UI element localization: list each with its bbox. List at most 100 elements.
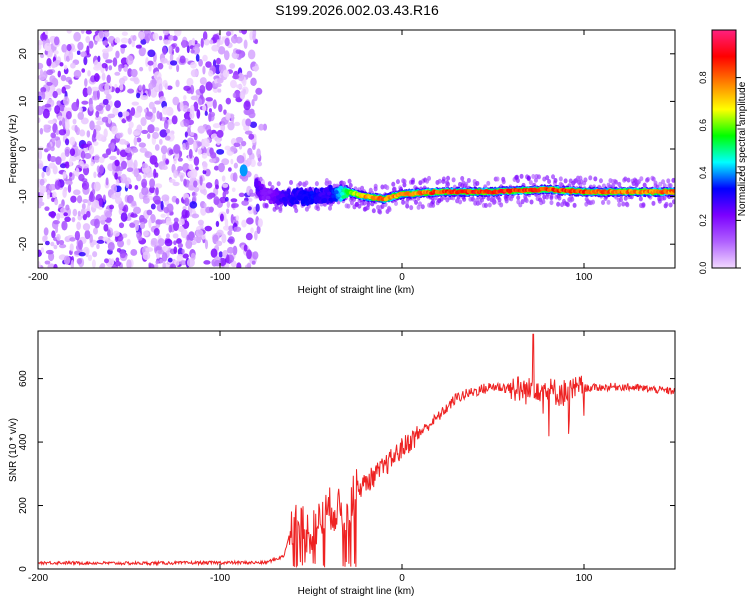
heatmap-cell bbox=[205, 97, 214, 102]
snr-y-tick-label: 200 bbox=[18, 497, 29, 514]
heatmap-cell bbox=[168, 64, 173, 70]
heatmap-cell bbox=[112, 57, 118, 67]
heatmap-cell bbox=[102, 236, 109, 242]
heatmap-cell bbox=[74, 124, 78, 133]
heatmap-cell bbox=[103, 224, 109, 232]
heatmap-cell bbox=[80, 143, 89, 149]
heatmap-cell bbox=[96, 89, 100, 100]
heatmap-cell bbox=[193, 236, 200, 242]
heatmap-cell bbox=[74, 230, 81, 241]
heatmap-cell bbox=[148, 64, 152, 72]
heatmap-cell bbox=[96, 243, 100, 250]
heatmap-cell bbox=[299, 190, 304, 195]
heatmap-cell bbox=[246, 157, 252, 167]
heatmap-cell bbox=[114, 159, 120, 167]
heatmap-cell bbox=[206, 129, 213, 136]
heatmap-cell bbox=[131, 101, 140, 106]
heatmap-cell bbox=[621, 201, 626, 207]
heatmap-cell bbox=[130, 248, 138, 256]
heatmap-cell bbox=[570, 196, 575, 202]
heatmap-cell bbox=[153, 264, 159, 268]
heatmap-cell bbox=[267, 181, 272, 187]
heatmap-cell bbox=[148, 82, 155, 90]
heatmap-cell bbox=[189, 201, 198, 209]
heatmap-cell bbox=[238, 192, 245, 198]
heatmap-cell bbox=[182, 105, 189, 113]
heatmap-cell bbox=[118, 166, 124, 172]
heatmap-cell bbox=[66, 43, 72, 52]
heatmap-cell bbox=[115, 50, 120, 59]
heatmap-cell bbox=[672, 189, 675, 193]
heatmap-cell bbox=[138, 84, 143, 91]
heatmap-cell bbox=[215, 184, 219, 190]
heatmap-cell bbox=[623, 195, 628, 201]
heatmap-cell bbox=[76, 258, 83, 265]
heatmap-cell bbox=[136, 137, 142, 143]
heatmap-cell bbox=[79, 106, 83, 113]
heatmap-cell bbox=[208, 108, 212, 113]
heatmap-cell bbox=[169, 263, 177, 268]
heatmap-cell bbox=[44, 240, 50, 246]
heatmap-cell bbox=[210, 248, 218, 258]
heatmap-cell bbox=[42, 235, 47, 243]
heatmap-cell bbox=[218, 103, 223, 113]
heatmap-cell bbox=[483, 202, 488, 208]
heatmap-cell bbox=[158, 83, 163, 92]
heatmap-cell bbox=[213, 259, 221, 267]
heatmap-cell bbox=[217, 46, 226, 55]
heatmap-cell bbox=[65, 110, 72, 120]
heatmap-cell bbox=[668, 202, 673, 208]
heatmap-cell bbox=[123, 204, 129, 213]
heatmap-cell bbox=[186, 258, 195, 268]
heatmap-cell bbox=[213, 196, 220, 206]
heatmap-cell bbox=[142, 197, 150, 204]
heatmap-cell bbox=[346, 203, 351, 209]
heatmap-cell bbox=[224, 218, 229, 228]
heatmap-cell bbox=[58, 239, 65, 245]
heatmap-cell bbox=[209, 158, 217, 163]
heatmap-cell bbox=[115, 179, 120, 186]
heatmap-cell bbox=[601, 199, 606, 205]
heatmap-cell bbox=[252, 251, 259, 260]
heatmap-cell bbox=[557, 195, 562, 201]
heatmap-cell bbox=[141, 129, 149, 134]
heatmap-cell bbox=[366, 201, 371, 207]
heatmap-cell bbox=[518, 202, 523, 208]
heatmap-cell bbox=[101, 62, 108, 69]
heatmap-cell bbox=[161, 165, 168, 170]
heatmap-cell bbox=[162, 261, 166, 268]
heatmap-cell bbox=[292, 188, 297, 195]
heatmap-cell bbox=[141, 178, 148, 189]
heatmap-cell bbox=[549, 200, 554, 206]
heatmap-cell bbox=[64, 138, 70, 146]
heatmap-cell bbox=[303, 196, 309, 201]
colorbar-tick-label: 0.4 bbox=[698, 167, 708, 180]
heatmap-cell bbox=[46, 58, 52, 67]
heatmap-cell bbox=[262, 123, 268, 131]
heatmap-cell bbox=[431, 199, 436, 205]
heatmap-cell bbox=[267, 190, 272, 194]
heatmap-cell bbox=[199, 175, 203, 186]
heatmap-cell bbox=[107, 229, 111, 237]
heatmap-cell bbox=[80, 208, 85, 216]
heatmap-cell bbox=[188, 139, 195, 144]
heatmap-cell bbox=[348, 183, 353, 189]
heatmap-cell bbox=[439, 196, 444, 202]
heatmap-cell bbox=[362, 200, 367, 206]
heatmap-cell bbox=[247, 49, 256, 60]
heatmap-cell bbox=[184, 141, 190, 151]
heatmap-cell bbox=[661, 179, 666, 185]
heatmap-cell bbox=[59, 62, 64, 67]
spectrogram-x-tick-label: -200 bbox=[28, 272, 48, 283]
heatmap-cell bbox=[230, 213, 234, 224]
heatmap-cell bbox=[184, 197, 190, 207]
heatmap-cell bbox=[38, 40, 44, 46]
heatmap-cell bbox=[414, 199, 419, 205]
heatmap-cell bbox=[62, 96, 70, 106]
heatmap-cell bbox=[119, 249, 127, 259]
snr-x-tick-label: -200 bbox=[28, 573, 48, 584]
heatmap-cell bbox=[274, 191, 279, 196]
heatmap-cell bbox=[235, 36, 243, 44]
heatmap-cell bbox=[300, 199, 306, 205]
heatmap-cell bbox=[58, 129, 67, 136]
